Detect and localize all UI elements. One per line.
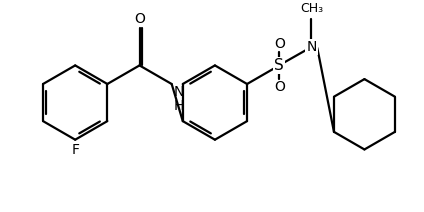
Text: S: S xyxy=(274,58,284,73)
Text: N
H: N H xyxy=(173,85,184,113)
Text: O: O xyxy=(134,12,145,26)
Text: O: O xyxy=(274,37,285,51)
Text: O: O xyxy=(274,80,285,94)
Text: CH₃: CH₃ xyxy=(300,2,323,15)
Text: F: F xyxy=(71,143,79,157)
Text: N: N xyxy=(306,40,317,54)
